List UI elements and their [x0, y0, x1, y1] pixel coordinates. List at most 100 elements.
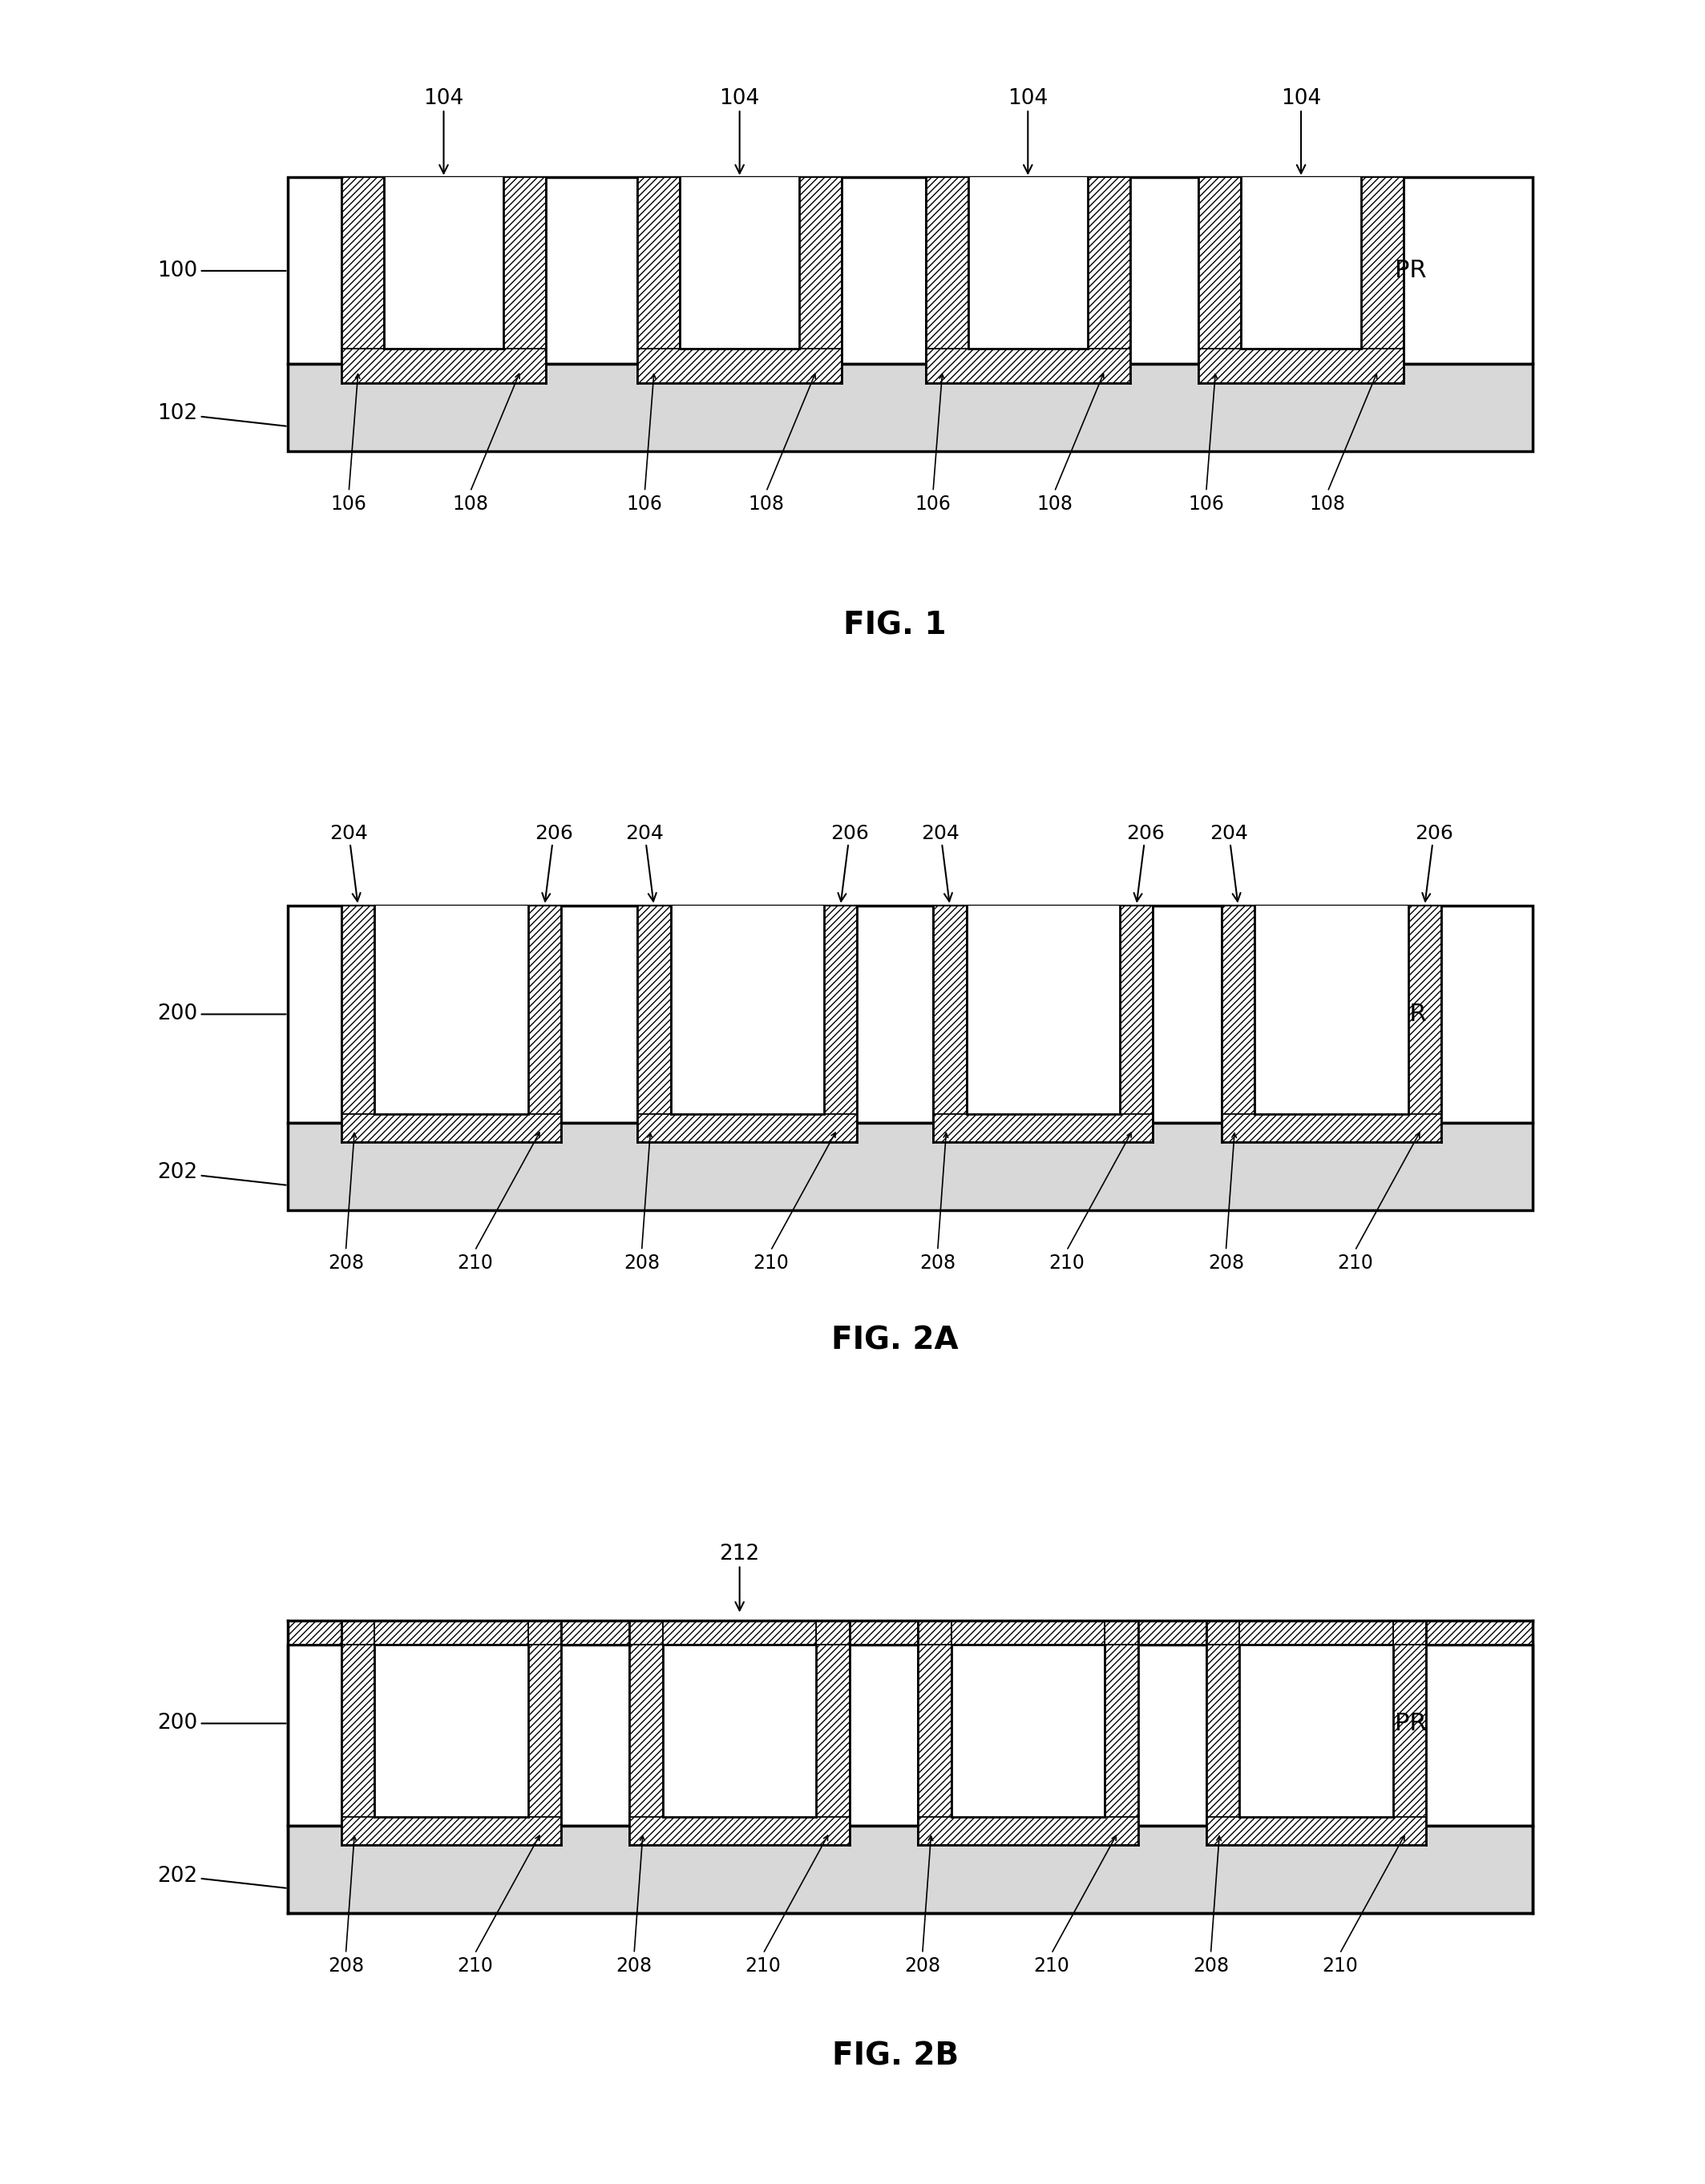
- Text: 204: 204: [329, 823, 368, 902]
- Text: 210: 210: [752, 1254, 789, 1273]
- Bar: [1120, 906, 1153, 1142]
- Text: 104: 104: [1008, 87, 1049, 173]
- Text: 108: 108: [452, 496, 488, 513]
- Bar: [1221, 1114, 1441, 1142]
- Text: 206: 206: [830, 823, 870, 902]
- Text: 200: 200: [157, 1712, 286, 1734]
- Text: FIG. 2B: FIG. 2B: [832, 2042, 958, 2070]
- Bar: [951, 1645, 1105, 1817]
- Text: 206: 206: [1127, 823, 1165, 902]
- Text: 106: 106: [331, 496, 367, 513]
- Text: 210: 210: [1337, 1254, 1373, 1273]
- Bar: [1221, 906, 1255, 1142]
- Bar: [288, 1621, 1533, 1645]
- Bar: [1361, 177, 1403, 382]
- Text: 104: 104: [1280, 87, 1321, 173]
- Bar: [1205, 1817, 1425, 1845]
- Bar: [341, 1621, 375, 1645]
- Bar: [288, 177, 1533, 365]
- Bar: [288, 906, 1533, 1123]
- Bar: [1205, 1645, 1240, 1845]
- Text: 102: 102: [157, 404, 286, 426]
- Text: 204: 204: [1211, 823, 1248, 902]
- Bar: [341, 1114, 561, 1142]
- Text: 208: 208: [919, 1254, 957, 1273]
- Text: PR: PR: [1395, 260, 1427, 282]
- Bar: [375, 1645, 529, 1817]
- Text: 106: 106: [627, 496, 663, 513]
- Bar: [933, 1114, 1153, 1142]
- Bar: [1105, 1645, 1137, 1845]
- Bar: [663, 1621, 817, 1645]
- Bar: [341, 1817, 561, 1845]
- Text: 208: 208: [616, 1957, 653, 1977]
- Bar: [1199, 177, 1241, 382]
- Text: 108: 108: [1309, 496, 1345, 513]
- Text: 106: 106: [916, 496, 951, 513]
- Text: 210: 210: [1321, 1957, 1357, 1977]
- Bar: [1393, 1621, 1425, 1645]
- Bar: [968, 177, 1088, 349]
- Bar: [288, 1645, 1533, 1826]
- Bar: [817, 1621, 849, 1645]
- Bar: [529, 906, 561, 1142]
- Bar: [1088, 177, 1130, 382]
- Bar: [288, 1123, 1533, 1210]
- Text: 204: 204: [626, 823, 663, 902]
- Bar: [670, 906, 824, 1114]
- Bar: [1240, 1621, 1393, 1645]
- Bar: [638, 1114, 858, 1142]
- Bar: [341, 177, 384, 382]
- Bar: [529, 1645, 561, 1845]
- Bar: [917, 1621, 951, 1645]
- Text: 100: 100: [157, 260, 286, 282]
- Text: 202: 202: [157, 1865, 286, 1887]
- Text: 210: 210: [457, 1957, 493, 1977]
- Bar: [800, 177, 842, 382]
- Bar: [503, 177, 546, 382]
- Text: 106: 106: [1188, 496, 1224, 513]
- Bar: [638, 906, 670, 1142]
- Bar: [1205, 1621, 1240, 1645]
- Text: 208: 208: [327, 1957, 363, 1977]
- Text: 108: 108: [748, 496, 784, 513]
- Text: 104: 104: [423, 87, 464, 173]
- Text: 206: 206: [534, 823, 573, 902]
- Bar: [341, 349, 546, 382]
- Bar: [1105, 1621, 1137, 1645]
- Bar: [663, 1645, 817, 1817]
- Bar: [375, 1621, 529, 1645]
- Text: 210: 210: [457, 1254, 493, 1273]
- Bar: [375, 906, 529, 1114]
- Text: 208: 208: [1207, 1254, 1245, 1273]
- Bar: [638, 349, 842, 382]
- Text: 104: 104: [720, 87, 760, 173]
- Bar: [1241, 177, 1361, 349]
- Bar: [680, 177, 800, 349]
- Bar: [1240, 1645, 1393, 1817]
- Bar: [629, 1621, 663, 1645]
- Text: 204: 204: [921, 823, 960, 902]
- Bar: [933, 906, 967, 1142]
- Bar: [951, 1621, 1105, 1645]
- Bar: [384, 177, 503, 349]
- Text: FIG. 1: FIG. 1: [844, 609, 946, 640]
- Text: 210: 210: [1033, 1957, 1069, 1977]
- Text: 208: 208: [1193, 1957, 1229, 1977]
- Bar: [824, 906, 858, 1142]
- Text: 208: 208: [327, 1254, 363, 1273]
- Bar: [917, 1645, 951, 1845]
- Text: 210: 210: [745, 1957, 781, 1977]
- Text: 208: 208: [624, 1254, 660, 1273]
- Bar: [288, 365, 1533, 452]
- Bar: [1199, 349, 1403, 382]
- Bar: [629, 1817, 849, 1845]
- Text: 202: 202: [157, 1162, 286, 1186]
- Bar: [967, 906, 1120, 1114]
- Bar: [288, 1826, 1533, 1913]
- Text: 200: 200: [157, 1005, 286, 1024]
- Bar: [629, 1645, 663, 1845]
- Bar: [341, 1645, 375, 1845]
- Bar: [341, 906, 375, 1142]
- Bar: [917, 1817, 1137, 1845]
